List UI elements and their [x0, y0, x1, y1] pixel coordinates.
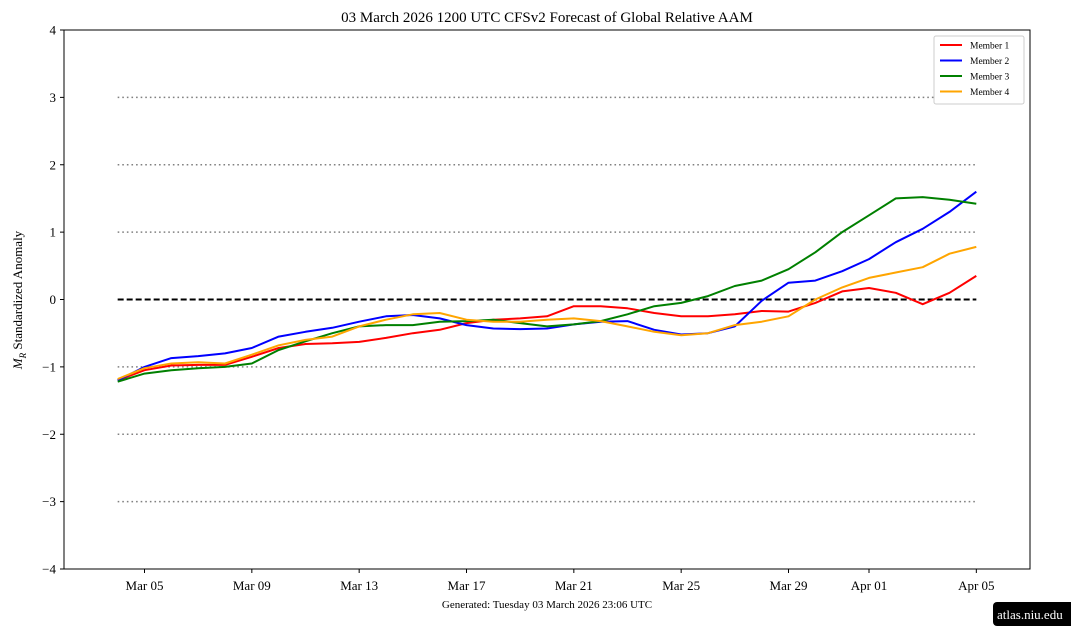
y-tick-label: −2 [42, 427, 56, 442]
y-label-symbol: M [10, 357, 25, 370]
legend-label: Member 4 [970, 88, 1010, 98]
x-tick-label: Apr 01 [851, 578, 887, 593]
x-tick-label: Mar 29 [770, 578, 808, 593]
y-axis-label: MR Standardized Anomaly [10, 230, 28, 370]
y-tick-label: 4 [50, 23, 57, 38]
series-line [117, 245, 977, 380]
x-tick-label: Apr 05 [958, 578, 994, 593]
x-tick-label: Mar 17 [448, 578, 486, 593]
x-tick-label: Mar 25 [662, 578, 700, 593]
y-tick-label: 2 [50, 157, 57, 172]
badge-text: atlas.niu.edu [997, 607, 1063, 622]
y-tick-label: −4 [42, 562, 56, 577]
y-tick-label: −3 [42, 494, 56, 509]
legend-box [933, 35, 1025, 105]
series-line [117, 196, 977, 383]
legend-label: Member 2 [970, 57, 1010, 67]
series-line [117, 275, 977, 382]
x-tick-label: Mar 13 [340, 578, 378, 593]
y-tick-label: 3 [50, 90, 57, 105]
x-tick-label: Mar 21 [555, 578, 593, 593]
x-tick-label: Mar 05 [126, 578, 164, 593]
badge-box [993, 602, 1071, 626]
legend-label: Member 1 [970, 42, 1010, 52]
footer: Generated: Tuesday 03 March 2026 23:06 U… [442, 599, 652, 611]
y-tick-label: 1 [50, 225, 57, 240]
chart-title: 03 March 2026 1200 UTC CFSv2 Forecast of… [341, 10, 753, 26]
y-tick-label: −1 [42, 359, 56, 374]
y-tick-label: 0 [50, 292, 57, 307]
x-tick-label: Mar 09 [233, 578, 271, 593]
y-label-subscript: R [18, 352, 28, 359]
series-line [117, 190, 977, 382]
legend-label: Member 3 [970, 73, 1010, 83]
y-label-text: Standardized Anomaly [10, 230, 25, 353]
